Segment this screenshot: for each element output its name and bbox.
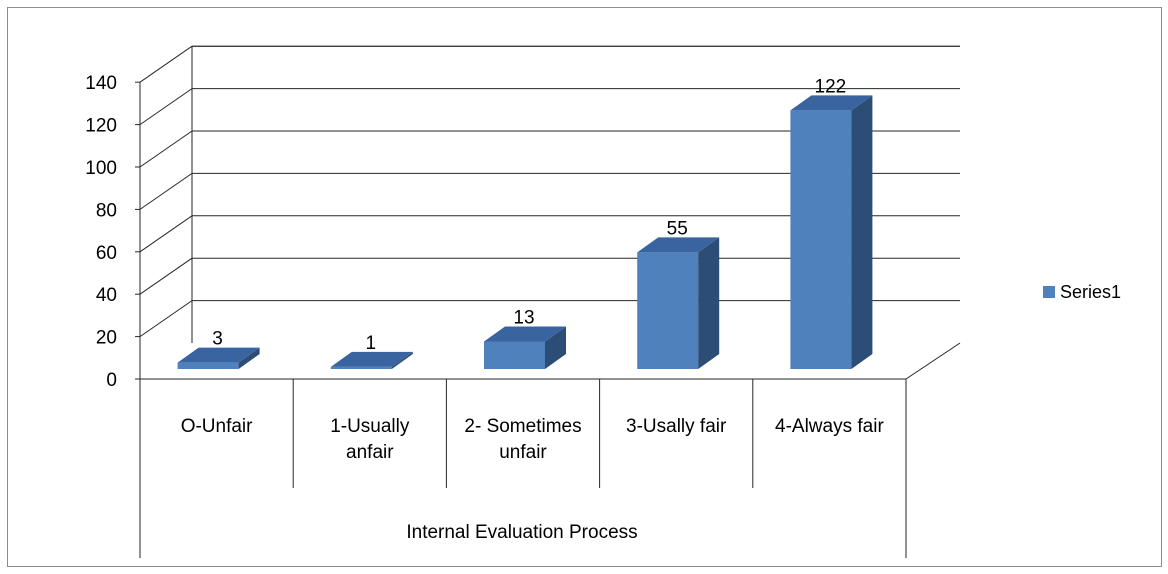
data-label: 13 xyxy=(513,307,534,328)
y-tick-label: 120 xyxy=(85,116,117,137)
bar-top xyxy=(177,347,260,363)
y-tick-label: 140 xyxy=(85,73,117,94)
bar-top xyxy=(330,351,413,367)
bar-front xyxy=(790,110,852,370)
bar-front xyxy=(484,341,545,369)
y-tick-label: 80 xyxy=(96,200,117,221)
gridline-side xyxy=(139,300,193,338)
x-category-label-line: 2- Sometimes xyxy=(464,416,581,437)
data-labels: 3 1 13 55 122 xyxy=(212,76,846,354)
bar-top xyxy=(484,326,566,342)
data-label: 55 xyxy=(667,218,688,239)
y-tick-label: 0 xyxy=(106,370,117,391)
x-category-label-line: 1-Usually xyxy=(330,416,410,437)
legend-label-series1: Series1 xyxy=(1060,282,1121,302)
x-category-label-line: anfair xyxy=(346,442,394,463)
gridline-side xyxy=(139,88,193,126)
x-category-label: O-Unfair xyxy=(181,416,253,437)
bar-2 xyxy=(330,351,413,369)
x-category-label-line: 3-Usally fair xyxy=(626,416,727,437)
bars xyxy=(177,95,873,370)
axes xyxy=(135,46,961,558)
bar-5 xyxy=(790,95,873,370)
x-category-label: 4-Always fair xyxy=(775,416,884,437)
x-category-label-line: unfair xyxy=(499,442,547,463)
y-tick-label: 40 xyxy=(96,285,117,306)
bar-side xyxy=(391,351,413,369)
data-label: 3 xyxy=(212,329,223,350)
chart-frame xyxy=(7,7,1162,567)
bar-front xyxy=(177,362,239,369)
data-label: 1 xyxy=(366,333,377,354)
x-category-label: 2- Sometimes unfair xyxy=(464,416,581,463)
data-label: 122 xyxy=(815,76,847,97)
bar-top xyxy=(790,95,873,111)
gridline-side xyxy=(139,257,193,295)
legend-swatch-series1 xyxy=(1043,286,1055,298)
bar-4 xyxy=(637,237,720,369)
x-axis-title: Internal Evaluation Process xyxy=(406,522,637,543)
bar-side xyxy=(851,95,873,370)
bar-side xyxy=(698,237,720,369)
bar-side xyxy=(238,347,260,369)
x-axis-category-labels: O-Unfair 1-Usually anfair 2- Sometimes unfai… xyxy=(181,416,885,463)
x-category-label: 1-Usually anfair xyxy=(330,416,410,463)
gridline-side xyxy=(139,130,193,168)
gridline-side xyxy=(139,215,193,253)
y-tick-label: 100 xyxy=(85,158,117,179)
gridline-side xyxy=(139,45,193,83)
bar-front xyxy=(330,366,392,369)
legend: Series1 xyxy=(1043,282,1121,302)
bar-side xyxy=(545,326,566,369)
y-tick-label: 60 xyxy=(96,243,117,264)
y-tick-label: 20 xyxy=(96,328,117,349)
bar-3 xyxy=(484,326,566,369)
bar-front xyxy=(637,252,699,369)
y-axis-tick-labels: 0 20 40 60 80 100 120 140 xyxy=(85,73,117,391)
gridline-side xyxy=(139,172,193,210)
x-category-label-line: 4-Always fair xyxy=(775,416,884,437)
floor-right-edge xyxy=(905,342,961,380)
bar-1 xyxy=(177,347,260,369)
x-category-label: 3-Usally fair xyxy=(626,416,727,437)
bar-top xyxy=(637,237,720,253)
x-category-label-line: O-Unfair xyxy=(181,416,253,437)
